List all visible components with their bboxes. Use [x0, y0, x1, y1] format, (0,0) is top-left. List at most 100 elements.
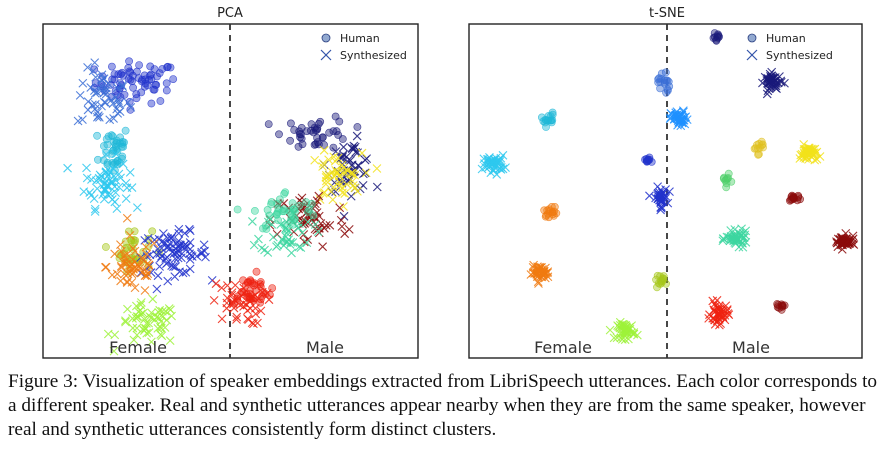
- synthesized-point: [488, 157, 498, 167]
- human-point: [275, 195, 284, 204]
- synthesized-point: [837, 240, 846, 249]
- synthesized-point: [321, 176, 331, 186]
- synthesized-point: [130, 283, 140, 293]
- synthesized-point: [101, 98, 110, 108]
- cluster-synth-azure: [665, 106, 692, 131]
- human-point: [233, 205, 242, 214]
- synthesized-point: [157, 331, 167, 341]
- human-point: [543, 206, 552, 215]
- human-point: [305, 205, 314, 214]
- synthesized-point: [83, 62, 92, 72]
- synthesized-point: [129, 268, 139, 278]
- synthesized-point: [335, 203, 345, 213]
- human-point: [93, 131, 101, 140]
- synthesized-point: [676, 110, 686, 120]
- synthesized-point: [303, 210, 313, 219]
- synthesized-point: [625, 322, 634, 332]
- human-point: [129, 235, 138, 244]
- synthesized-point: [724, 232, 733, 242]
- synthesized-point: [110, 197, 120, 207]
- human-point: [150, 65, 159, 73]
- cluster-human-navy: [709, 29, 723, 45]
- region-label-female-pca: Female: [109, 338, 167, 357]
- synthesized-point: [155, 305, 165, 315]
- synthesized-point: [313, 227, 323, 237]
- human-point: [110, 70, 119, 78]
- synthesized-point: [339, 142, 348, 152]
- human-point: [541, 212, 550, 221]
- synthesized-point: [253, 318, 262, 328]
- human-point: [110, 75, 119, 84]
- synthesized-point: [350, 170, 360, 180]
- synthesized-point: [837, 239, 847, 249]
- synthesized-point: [361, 168, 371, 178]
- synthesized-point: [135, 264, 145, 273]
- synthesized-point: [534, 279, 543, 288]
- synthesized-point: [153, 323, 163, 333]
- synthesized-point: [682, 115, 692, 125]
- synthesized-point: [245, 304, 255, 313]
- synthesized-point: [112, 269, 122, 279]
- human-point: [162, 79, 171, 88]
- synthesized-point: [90, 58, 100, 68]
- synthesized-point: [107, 270, 117, 280]
- synthesized-point: [281, 232, 291, 242]
- cluster-human-navy: [264, 112, 362, 152]
- synthesized-point: [288, 238, 298, 247]
- human-point: [169, 75, 178, 83]
- human-point: [655, 74, 663, 83]
- synthesized-point: [289, 209, 299, 219]
- synthesized-point: [125, 167, 135, 177]
- synthesized-point: [217, 283, 227, 293]
- synthesized-point: [99, 74, 109, 84]
- synthesized-point: [166, 234, 176, 243]
- human-point: [163, 62, 172, 71]
- panel-tsne: t-SNE Female Male Human Synthesized: [468, 6, 863, 359]
- human-point: [124, 75, 133, 83]
- human-point: [653, 283, 661, 292]
- human-point: [267, 200, 275, 209]
- synthesized-point: [654, 190, 664, 199]
- human-point: [110, 137, 118, 146]
- human-point: [265, 211, 274, 220]
- synthesized-point: [90, 88, 100, 98]
- synthesized-point: [99, 180, 109, 190]
- synthesized-point: [226, 299, 236, 308]
- synthesized-point: [281, 223, 291, 233]
- synthesized-point: [111, 188, 121, 198]
- synthesized-point: [536, 266, 545, 276]
- human-point: [132, 90, 141, 99]
- synthesized-point: [169, 249, 179, 259]
- synthesized-point: [129, 335, 139, 345]
- human-point: [549, 210, 557, 219]
- synthesized-point: [146, 313, 156, 323]
- synthesized-point: [155, 262, 164, 271]
- synthesized-point: [217, 314, 227, 324]
- synthesized-point: [272, 242, 281, 252]
- human-point: [287, 214, 296, 222]
- synthesized-point: [762, 74, 772, 83]
- synthesized-point: [143, 258, 153, 268]
- synthesized-point: [109, 346, 119, 356]
- synthesized-point: [116, 261, 126, 271]
- synthesized-point: [718, 234, 728, 243]
- synthesized-point: [166, 305, 175, 315]
- human-point: [313, 124, 322, 133]
- synthesized-point: [352, 131, 362, 141]
- human-point: [103, 140, 112, 149]
- synthesized-point: [185, 238, 195, 247]
- synthesized-point: [498, 164, 508, 174]
- synthesized-point: [665, 187, 674, 197]
- synthesized-point: [99, 97, 109, 107]
- synthesized-point: [119, 251, 129, 261]
- synthesized-point: [211, 279, 221, 289]
- synthesized-point: [136, 298, 146, 307]
- synthesized-point: [263, 248, 273, 257]
- synthesized-point: [138, 255, 148, 265]
- synthesized-point: [148, 294, 158, 304]
- synthesized-point: [132, 312, 142, 321]
- cluster-human-gold: [750, 137, 767, 159]
- human-point: [654, 75, 663, 84]
- synthesized-point: [110, 249, 120, 259]
- synthesized-point: [714, 301, 724, 311]
